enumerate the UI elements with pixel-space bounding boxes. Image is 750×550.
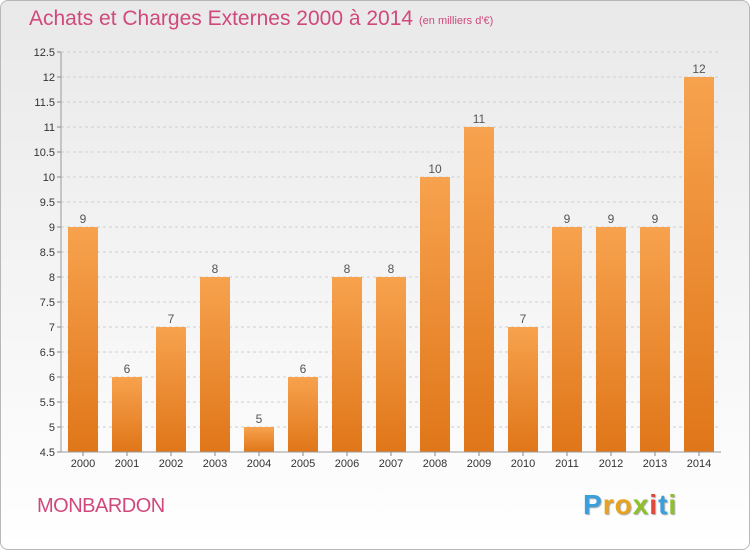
y-tick-label: 10 xyxy=(43,172,55,184)
x-tick-label: 2002 xyxy=(159,458,183,470)
x-tick-label: 2001 xyxy=(115,458,139,470)
x-tick-label: 2010 xyxy=(511,458,535,470)
data-label: 10 xyxy=(428,162,442,176)
y-tick-label: 10.5 xyxy=(34,147,55,159)
x-tick-label: 2014 xyxy=(687,458,711,470)
y-tick-label: 5 xyxy=(49,422,55,434)
logo-letter: P xyxy=(583,489,603,520)
data-label: 7 xyxy=(520,312,527,326)
data-label: 9 xyxy=(608,212,615,226)
data-label: 12 xyxy=(692,62,706,76)
proxiti-logo: Proxiti xyxy=(583,489,677,521)
x-tick-label: 2012 xyxy=(599,458,623,470)
logo-letter: r xyxy=(602,489,615,520)
y-tick-label: 12 xyxy=(43,72,55,84)
bar-2001 xyxy=(112,377,142,452)
logo-letter: i xyxy=(649,489,659,520)
data-label: 6 xyxy=(300,362,307,376)
y-tick-label: 9 xyxy=(49,222,55,234)
data-label: 5 xyxy=(256,412,263,426)
y-tick-label: 8.5 xyxy=(40,247,55,259)
bar-2000 xyxy=(68,227,98,452)
logo-letter: t xyxy=(658,489,669,520)
x-tick-label: 2005 xyxy=(291,458,315,470)
data-label: 9 xyxy=(564,212,571,226)
y-tick-label: 5.5 xyxy=(40,397,55,409)
x-tick-label: 2009 xyxy=(467,458,491,470)
y-tick-label: 7 xyxy=(49,322,55,334)
data-label: 11 xyxy=(473,112,486,126)
bar-2007 xyxy=(376,277,406,452)
y-tick-label: 12.5 xyxy=(34,47,55,59)
x-tick-label: 2013 xyxy=(643,458,667,470)
data-label: 7 xyxy=(168,312,175,326)
bar-2011 xyxy=(552,227,582,452)
bar-2004 xyxy=(244,427,274,452)
y-tick-label: 6 xyxy=(49,372,55,384)
y-tick-label: 6.5 xyxy=(40,347,55,359)
data-label: 9 xyxy=(80,212,87,226)
chart-unit: (en milliers d'€) xyxy=(419,15,494,27)
commune-name: MONBARDON xyxy=(37,495,165,517)
chart-title: Achats et Charges Externes 2000 à 2014 xyxy=(29,7,414,30)
data-label: 9 xyxy=(652,212,659,226)
x-tick-label: 2007 xyxy=(379,458,403,470)
bar-2010 xyxy=(508,327,538,452)
logo-letter: i xyxy=(668,489,678,520)
bar-2009 xyxy=(464,127,494,452)
logo-letter: x xyxy=(632,489,650,520)
data-label: 6 xyxy=(124,362,131,376)
y-tick-label: 11 xyxy=(44,122,55,134)
y-tick-label: 7.5 xyxy=(40,297,55,309)
bar-2005 xyxy=(288,377,318,452)
x-tick-label: 2006 xyxy=(335,458,359,470)
x-tick-label: 2004 xyxy=(247,458,271,470)
bar-2012 xyxy=(596,227,626,452)
x-tick-label: 2011 xyxy=(555,458,579,470)
bar-2006 xyxy=(332,277,362,452)
x-tick-label: 2008 xyxy=(423,458,447,470)
logo-letter: o xyxy=(614,489,633,520)
bar-2002 xyxy=(156,327,186,452)
y-tick-label: 9.5 xyxy=(40,197,55,209)
bar-2003 xyxy=(200,277,230,452)
y-tick-label: 8 xyxy=(49,272,55,284)
data-label: 8 xyxy=(388,262,395,276)
y-tick-label: 4.5 xyxy=(40,447,55,459)
bar-2014 xyxy=(684,77,714,452)
bar-2008 xyxy=(420,177,450,452)
bar-2013 xyxy=(640,227,670,452)
x-tick-label: 2000 xyxy=(71,458,95,470)
data-label: 8 xyxy=(344,262,351,276)
y-tick-label: 11.5 xyxy=(34,97,55,109)
x-tick-label: 2003 xyxy=(203,458,227,470)
data-label: 8 xyxy=(212,262,219,276)
